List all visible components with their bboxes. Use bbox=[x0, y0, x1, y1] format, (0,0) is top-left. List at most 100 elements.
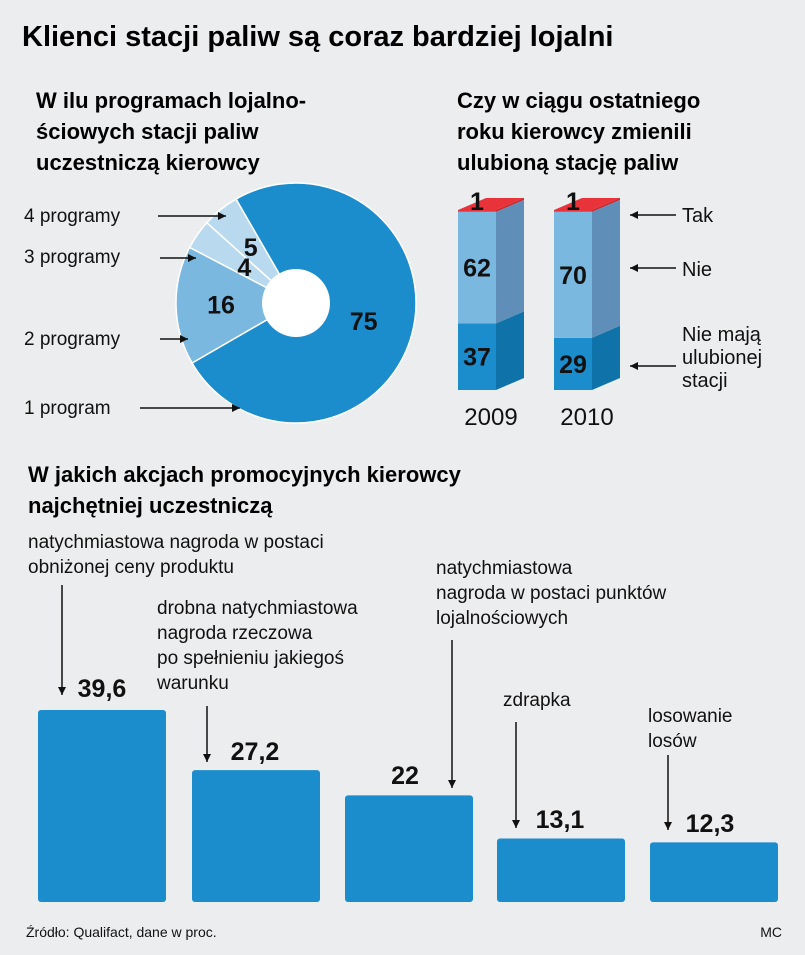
promo-arrow-head bbox=[512, 820, 520, 828]
stacked-value-label: 1 bbox=[470, 188, 484, 216]
donut-title-line: ściowych stacji paliw bbox=[36, 119, 259, 144]
stacked-segment bbox=[458, 210, 496, 212]
stacked-legend-line: Tak bbox=[682, 205, 714, 227]
promo-bar bbox=[650, 842, 778, 902]
promo-value-label: 13,1 bbox=[536, 806, 585, 834]
promo-category-line: natychmiastowa nagroda w postaci bbox=[28, 532, 324, 553]
promo-category-line: lojalnościowych bbox=[436, 608, 568, 629]
promo-category-line: losów bbox=[648, 731, 697, 752]
stacked-legend-label: Nie bbox=[682, 259, 712, 281]
promo-bar bbox=[192, 770, 320, 902]
donut-legend-label: 2 programy bbox=[24, 329, 121, 350]
promo-category-line: losowanie bbox=[648, 706, 733, 727]
stacked-legend-line: ulubionej bbox=[682, 347, 762, 369]
promo-category-line: nagroda w postaci punktów bbox=[436, 583, 667, 604]
author-credit: MC bbox=[760, 924, 782, 940]
stacked-title-line: ulubioną stację paliw bbox=[457, 150, 679, 175]
stacked-segment bbox=[554, 211, 592, 338]
stacked-value-label: 70 bbox=[559, 262, 587, 290]
donut-value-label: 5 bbox=[244, 234, 258, 262]
stacked-legend: Tak Nie Nie mają ulubionej stacji bbox=[630, 205, 762, 392]
promo-value-label: 22 bbox=[391, 762, 419, 790]
stacked-legend-line: Nie bbox=[682, 259, 712, 281]
stacked-segment bbox=[554, 210, 592, 212]
promo-category-line: obniżonej ceny produktu bbox=[28, 557, 234, 578]
donut-chart: W ilu programach lojalno- ściowych stacj… bbox=[24, 88, 417, 424]
promo-category-line: warunku bbox=[156, 673, 229, 694]
stacked-segment-side bbox=[496, 198, 524, 212]
stacked-segment-side bbox=[592, 198, 620, 212]
promo-value-label: 27,2 bbox=[231, 738, 280, 766]
stacked-value-label: 1 bbox=[566, 188, 580, 216]
promo-chart: W jakich akcjach promocyjnych kierowcy n… bbox=[28, 462, 778, 902]
donut-value-label: 16 bbox=[207, 292, 235, 320]
stacked-chart: Czy w ciągu ostatniego roku kierowcy zmi… bbox=[457, 88, 762, 431]
promo-category-line: natychmiastowa bbox=[436, 558, 573, 579]
stacked-title-line: roku kierowcy zmienili bbox=[457, 119, 692, 144]
donut-title: W ilu programach lojalno- ściowych stacj… bbox=[36, 88, 312, 175]
stacked-segment-side bbox=[496, 311, 524, 390]
donut-legend-arrow-head bbox=[180, 335, 188, 343]
donut-hole bbox=[262, 269, 330, 337]
promo-category-label: losowanie losów bbox=[648, 706, 733, 752]
stacked-title: Czy w ciągu ostatniego roku kierowcy zmi… bbox=[457, 88, 706, 175]
stacked-value-label: 62 bbox=[463, 255, 491, 283]
promo-title: W jakich akcjach promocyjnych kierowcy n… bbox=[28, 462, 467, 518]
stacked-legend-arrow-head bbox=[630, 211, 638, 219]
donut-title-line: uczestniczą kierowcy bbox=[36, 150, 261, 175]
donut-legend: 1 program 2 programy 3 programy 4 programy bbox=[24, 206, 240, 419]
stacked-title-line: Czy w ciągu ostatniego bbox=[457, 88, 700, 113]
stacked-segment-side bbox=[592, 199, 620, 338]
donut-legend-arrow-head bbox=[218, 212, 226, 220]
promo-arrow-head bbox=[448, 780, 456, 788]
donut-slice bbox=[175, 246, 298, 365]
promo-category-line: nagroda rzeczowa bbox=[157, 623, 313, 644]
page-title: Klienci stacji paliw są coraz bardziej l… bbox=[22, 21, 613, 53]
promo-bar bbox=[38, 710, 166, 902]
stacked-segment bbox=[458, 323, 496, 390]
stacked-legend-arrow-head bbox=[630, 264, 638, 272]
promo-title-line: najchętniej uczestniczą bbox=[28, 493, 273, 518]
promo-category-line: drobna natychmiastowa bbox=[157, 598, 358, 619]
donut-legend-label: 3 programy bbox=[24, 247, 121, 268]
source-note: Źródło: Qualifact, dane w proc. bbox=[26, 924, 217, 940]
promo-value-label: 39,6 bbox=[78, 675, 127, 703]
promo-category-label: drobna natychmiastowa nagroda rzeczowa po … bbox=[156, 598, 358, 694]
promo-arrow-head bbox=[203, 754, 211, 762]
donut-value-label: 4 bbox=[237, 254, 251, 282]
stacked-segment bbox=[458, 211, 496, 324]
donut-title-line: W ilu programach lojalno- bbox=[36, 88, 306, 113]
stacked-segment bbox=[554, 337, 592, 390]
promo-category-line: po spełnieniu jakiegoś bbox=[157, 648, 344, 669]
donut-slice bbox=[205, 198, 297, 304]
promo-arrow-head bbox=[58, 687, 66, 695]
promo-bars: 39,6 natychmiastowa nagroda w postaci obni… bbox=[28, 532, 778, 902]
stacked-segment-side bbox=[496, 199, 524, 324]
promo-arrow-head bbox=[664, 822, 672, 830]
stacked-legend-label: Tak bbox=[682, 205, 714, 227]
donut-legend-arrow-head bbox=[232, 404, 240, 412]
stacked-category-label: 2009 bbox=[464, 404, 517, 431]
donut-legend-label: 1 program bbox=[24, 398, 111, 419]
stacked-bars: 37 62 1 2009 29 70 1 2010 bbox=[458, 188, 620, 431]
promo-category-label: zdrapka bbox=[503, 690, 571, 711]
stacked-legend-arrow-head bbox=[630, 362, 638, 370]
stacked-segment-side bbox=[592, 325, 620, 390]
stacked-value-label: 37 bbox=[463, 344, 491, 372]
stacked-top bbox=[554, 198, 620, 210]
promo-title-line: W jakich akcjach promocyjnych kierowcy bbox=[28, 462, 462, 487]
promo-bar bbox=[345, 795, 473, 902]
donut-value-label: 75 bbox=[350, 308, 378, 336]
promo-category-label: natychmiastowa nagroda w postaci punktów l… bbox=[436, 558, 667, 629]
stacked-legend-line: stacji bbox=[682, 370, 728, 392]
promo-value-label: 12,3 bbox=[686, 810, 735, 838]
promo-bar bbox=[497, 838, 625, 902]
stacked-category-label: 2010 bbox=[560, 404, 613, 431]
stacked-legend-label: Nie mają ulubionej stacji bbox=[682, 324, 762, 392]
donut-legend-arrow-head bbox=[188, 254, 196, 262]
stacked-top bbox=[458, 198, 524, 210]
stacked-value-label: 29 bbox=[559, 351, 587, 379]
promo-category-label: natychmiastowa nagroda w postaci obniżone… bbox=[28, 532, 324, 578]
